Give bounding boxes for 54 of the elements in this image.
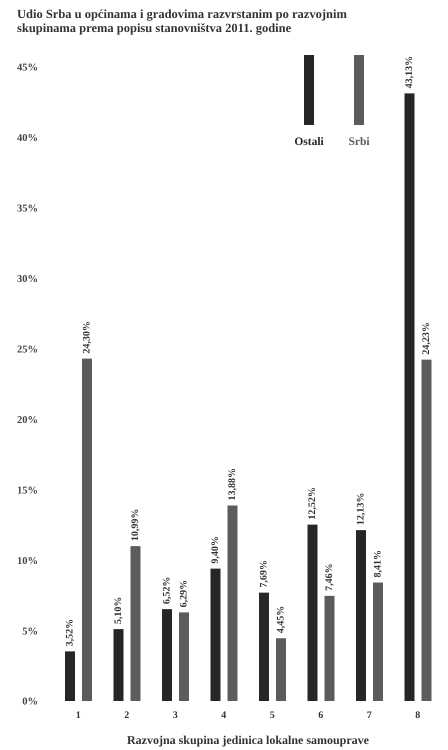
y-tick-label: 40% — [17, 133, 38, 144]
bar — [179, 612, 189, 701]
bar — [356, 530, 366, 701]
bar — [82, 358, 92, 701]
y-tick-label: 5% — [22, 626, 38, 638]
bar — [65, 651, 75, 701]
y-tick-label: 10% — [17, 556, 38, 567]
x-tick-label: 7 — [366, 710, 372, 722]
bar — [210, 568, 220, 701]
y-tick-label: 20% — [17, 414, 38, 426]
bar — [324, 596, 334, 701]
data-label: 7,46% — [324, 563, 335, 591]
y-tick-label: 0% — [22, 696, 38, 708]
bar — [259, 592, 269, 701]
data-label: 3,52% — [64, 618, 76, 646]
x-tick-label: 2 — [124, 710, 130, 722]
y-tick-label: 25% — [17, 344, 38, 356]
bar — [162, 609, 172, 701]
data-label: 43,13% — [404, 56, 415, 88]
data-label: 10,99% — [130, 508, 141, 542]
x-tick-label: 4 — [221, 710, 226, 722]
x-tick-label: 5 — [270, 710, 275, 722]
bar — [276, 638, 286, 701]
bar — [373, 582, 383, 701]
x-tick-label: 3 — [172, 710, 178, 722]
data-label: 7,69% — [258, 560, 270, 588]
data-label: 4,45% — [276, 606, 286, 634]
data-label: 8,41% — [372, 550, 384, 578]
y-tick-label: 15% — [17, 485, 38, 496]
y-tick-label: 35% — [17, 204, 38, 215]
data-label: 6,52% — [162, 576, 172, 604]
x-axis-title: Razvojna skupina jedinica lokalne samouprave — [126, 733, 370, 747]
data-label: 6,29% — [178, 580, 190, 608]
bar — [308, 524, 318, 701]
data-label: 12,13% — [356, 492, 366, 526]
data-label: 9,40% — [210, 536, 221, 564]
data-label: 24,23% — [421, 322, 432, 355]
text: Srbi — [348, 136, 370, 149]
x-tick-label: 8 — [415, 710, 420, 722]
x-tick-label: 1 — [76, 710, 81, 722]
bar — [130, 546, 140, 701]
x-tick-label: 6 — [318, 710, 324, 722]
y-tick-label: 30% — [17, 274, 38, 286]
bar — [404, 93, 414, 701]
data-label: 12,52% — [307, 487, 318, 520]
data-label: 5,10% — [113, 596, 124, 624]
bar — [228, 505, 238, 701]
bar — [422, 360, 432, 701]
data-label: 13,88% — [227, 468, 238, 500]
chart-title: Udio Srba u općinama i gradovima razvrstanim po razvojnim skupinama prema popisu stanovništva 2011. godine — [17, 7, 347, 35]
bar — [114, 629, 124, 701]
text: Ostali — [294, 136, 324, 149]
y-tick-label: 45% — [17, 62, 38, 74]
data-label: 24,30% — [82, 321, 92, 354]
